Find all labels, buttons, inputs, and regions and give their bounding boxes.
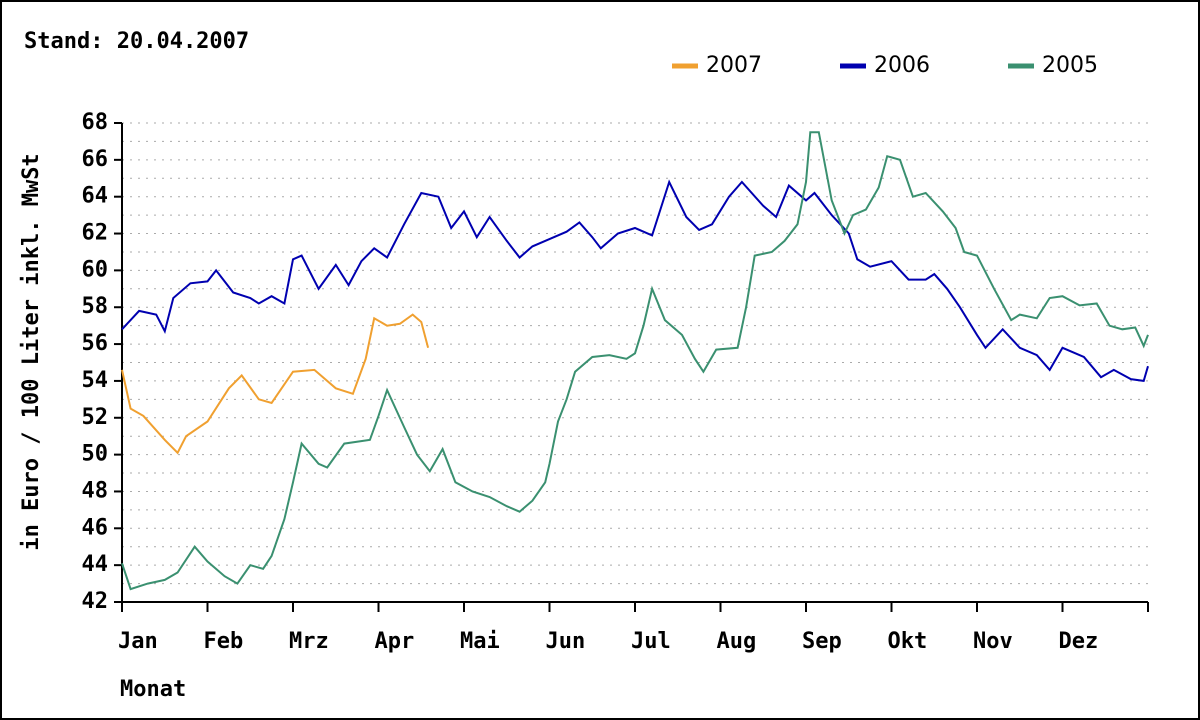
y-tick-label: 42 xyxy=(82,589,109,614)
y-tick-label: 60 xyxy=(82,257,109,282)
y-tick-label: 50 xyxy=(82,442,109,467)
x-tick-label: Dez xyxy=(1059,629,1099,654)
y-tick-label: 54 xyxy=(82,368,109,393)
chart-title: Stand: 20.04.2007 xyxy=(24,29,249,54)
x-tick-label: Sep xyxy=(802,629,842,654)
x-axis-label: Monat xyxy=(120,677,186,702)
x-tick-label: Nov xyxy=(973,629,1013,654)
x-tick-label: Mrz xyxy=(289,629,329,654)
series-line xyxy=(121,131,1149,591)
series-line xyxy=(121,179,1149,383)
x-tick-label: Mai xyxy=(460,629,500,654)
y-axis-label: in Euro / 100 Liter inkl. MwSt xyxy=(19,153,44,550)
x-tick-label: Apr xyxy=(375,629,415,654)
series-line xyxy=(121,313,430,455)
y-tick-label: 56 xyxy=(82,331,109,356)
x-tick-label: Aug xyxy=(717,629,757,654)
x-tick-label: Jan xyxy=(118,629,158,654)
legend-label: 2005 xyxy=(1042,53,1098,78)
y-tick-label: 66 xyxy=(82,147,109,172)
x-tick-label: Feb xyxy=(204,629,244,654)
y-tick-label: 48 xyxy=(82,478,109,503)
legend-label: 2007 xyxy=(706,53,762,78)
y-tick-label: 68 xyxy=(82,110,109,135)
y-tick-label: 46 xyxy=(82,515,109,540)
x-tick-label: Jun xyxy=(546,629,586,654)
y-tick-label: 64 xyxy=(82,184,109,209)
y-tick-label: 58 xyxy=(82,294,109,319)
y-tick-label: 62 xyxy=(82,221,109,246)
x-tick-label: Okt xyxy=(888,629,928,654)
legend-label: 2006 xyxy=(874,53,930,78)
y-tick-label: 44 xyxy=(82,552,109,577)
y-tick-label: 52 xyxy=(82,405,109,430)
x-tick-label: Jul xyxy=(631,629,671,654)
